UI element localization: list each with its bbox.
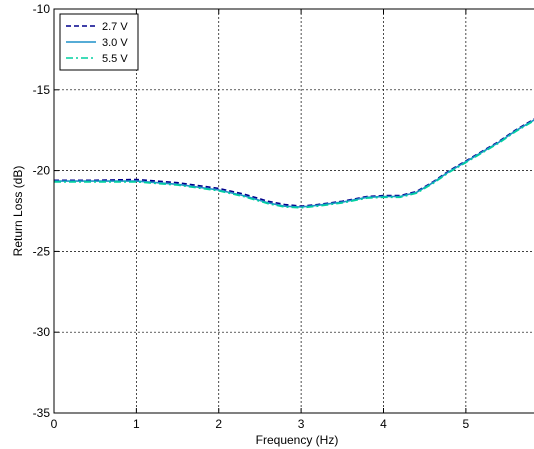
y-tick-label: -25 xyxy=(33,244,51,258)
series-lines xyxy=(54,118,534,209)
legend-label: 2.7 V xyxy=(102,21,128,33)
legend-label: 3.0 V xyxy=(102,37,128,49)
x-axis-label: Frequency (Hz) xyxy=(256,433,339,447)
x-tick-label: 0 xyxy=(51,417,58,431)
plot-area xyxy=(54,9,534,413)
y-tick-label: -35 xyxy=(33,406,51,420)
y-axis-label: Return Loss (dB) xyxy=(11,166,25,257)
y-tick-labels: -35 -30 -25 -20 -15 -10 xyxy=(33,2,51,420)
legend-label: 5.5 V xyxy=(102,53,128,65)
plot-frame xyxy=(53,8,534,414)
y-tick-label: -20 xyxy=(33,164,51,178)
x-tick-label: 1 xyxy=(133,417,140,431)
y-tick-label: -15 xyxy=(33,83,51,97)
x-tick-label: 2 xyxy=(215,417,222,431)
y-tick-label: -30 xyxy=(33,325,51,339)
x-tick-labels: 0 1 2 3 4 5 xyxy=(51,417,470,431)
x-tick-label: 5 xyxy=(463,417,470,431)
x-tick-label: 4 xyxy=(380,417,387,431)
grid-lines xyxy=(54,9,534,413)
x-tick-label: 3 xyxy=(298,417,305,431)
axis-ticks xyxy=(53,8,467,414)
legend: 2.7 V 3.0 V 5.5 V xyxy=(59,13,139,71)
y-tick-label: -10 xyxy=(33,2,51,16)
series-line-3 xyxy=(54,119,534,209)
